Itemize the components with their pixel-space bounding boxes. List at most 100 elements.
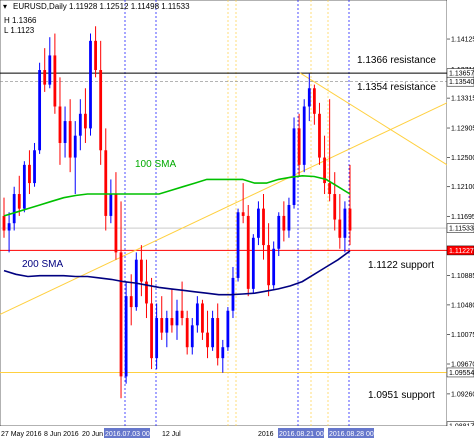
sma200-label: 200 SMA: [22, 259, 63, 270]
candle-body: [216, 318, 220, 359]
candle-body: [150, 303, 153, 359]
candle-body: [206, 332, 209, 348]
sma200-line: [3, 250, 351, 296]
candle-body: [58, 106, 62, 143]
candle-body: [287, 204, 291, 231]
candle-body: [48, 55, 52, 85]
price-tick-label: 1.09260: [451, 391, 474, 398]
candle-body: [272, 248, 276, 286]
candle-body: [221, 347, 225, 359]
candle-body: [12, 194, 16, 224]
price-tick-label: 1.12905: [451, 126, 474, 133]
time-axis: 27 May 2016 8 Jun 2016 20 Jun 12 Jul 2016 201…: [0, 426, 474, 439]
candle-body: [99, 70, 103, 151]
candle-body: [109, 194, 113, 216]
price-tag: [446, 223, 474, 233]
chart-header: EURUSD,Daily 1.11928 1.12512 1.11498 1.1…: [13, 2, 190, 11]
candle-body: [323, 157, 326, 184]
candle-body: [262, 208, 265, 246]
dropdown-arrow-icon[interactable]: ▾: [3, 2, 7, 11]
highlighted-date-bg: [278, 428, 324, 438]
candle-body: [114, 194, 118, 253]
candle-body: [190, 325, 194, 348]
candle-body: [165, 318, 169, 333]
price-tick-label: 1.12100: [451, 184, 474, 191]
candle-body: [68, 121, 72, 158]
candle-body: [318, 113, 321, 158]
candle-body: [195, 303, 199, 326]
candle-body: [73, 135, 77, 158]
highlighted-date-label: 2016.08.28 00:00: [329, 431, 384, 438]
high-label: H 1.1366: [4, 16, 37, 25]
candle-body: [7, 223, 11, 231]
candle-body: [297, 128, 301, 165]
price-tag-label: 1.13657: [449, 71, 474, 78]
candle-body: [348, 208, 352, 231]
sma100-label: 100 SMA: [135, 159, 176, 170]
price-tag-label: 1.11533: [449, 226, 474, 233]
candle-body: [17, 194, 21, 209]
candle-body: [241, 212, 245, 216]
price-tick-label: 1.13315: [451, 96, 474, 103]
resistance-1354-label: 1.1354 resistance: [357, 82, 436, 93]
resistance-1366-label: 1.1366 resistance: [357, 55, 436, 66]
candle-body: [94, 40, 97, 71]
time-label: 12 Jul: [162, 431, 181, 438]
candle-body: [328, 183, 332, 195]
candle-body: [139, 259, 143, 282]
candle-body: [170, 318, 174, 326]
candle-body: [89, 40, 92, 129]
candle-body: [267, 245, 270, 286]
price-tick-label: 1.10075: [451, 332, 474, 339]
price-tick-label: 1.09670: [451, 361, 474, 368]
candle-body: [257, 208, 260, 238]
candle-body: [145, 281, 148, 304]
candle-body: [53, 55, 57, 107]
candle-body: [307, 88, 311, 107]
price-tick-label: 1.10885: [451, 273, 474, 280]
candle-body: [124, 296, 128, 377]
price-tag: [446, 367, 474, 378]
highlighted-date-bg: [104, 428, 150, 438]
price-tag-label: 1.11227: [449, 248, 474, 255]
price-tag: [446, 245, 474, 256]
time-label: 20 Jun: [82, 431, 103, 438]
candle-body: [338, 219, 342, 238]
candle-body: [28, 164, 31, 184]
candle-body: [38, 70, 42, 151]
candle-body: [129, 296, 133, 308]
candle-body: [343, 208, 347, 238]
highlighted-date-label: 2016.07.03 00:00: [105, 431, 160, 438]
falling-trendline: [299, 72, 448, 166]
candle-body: [251, 237, 255, 289]
candle-body: [246, 215, 250, 289]
candle-body: [236, 212, 240, 278]
time-label: 2016: [258, 431, 274, 438]
candle-body: [43, 70, 47, 85]
time-label: 27 May 2016: [1, 431, 42, 438]
candle-body: [185, 318, 189, 348]
candle-body: [84, 113, 87, 129]
time-label: 8 Jun 2016: [44, 431, 79, 438]
candle-body: [155, 318, 159, 359]
candle-body: [2, 215, 6, 231]
candle-body: [63, 121, 67, 143]
price-tick-label: 1.11695: [451, 214, 474, 221]
candle-body: [104, 150, 108, 216]
support-0951-label: 1.0951 support: [368, 390, 435, 401]
candle-body: [312, 88, 316, 114]
rising-trendline: [0, 102, 448, 315]
candle-body: [180, 310, 184, 319]
support-1122-label: 1.1122 support: [368, 260, 434, 271]
candle-body: [333, 194, 337, 220]
candle-body: [226, 310, 230, 348]
candle-body: [302, 106, 306, 165]
candle-body: [201, 303, 204, 333]
candle-body: [33, 150, 36, 184]
candle-body: [292, 128, 296, 205]
sma100-line: [3, 174, 351, 217]
price-tag-label: 1.13540: [449, 79, 474, 86]
candle-body: [78, 113, 82, 136]
